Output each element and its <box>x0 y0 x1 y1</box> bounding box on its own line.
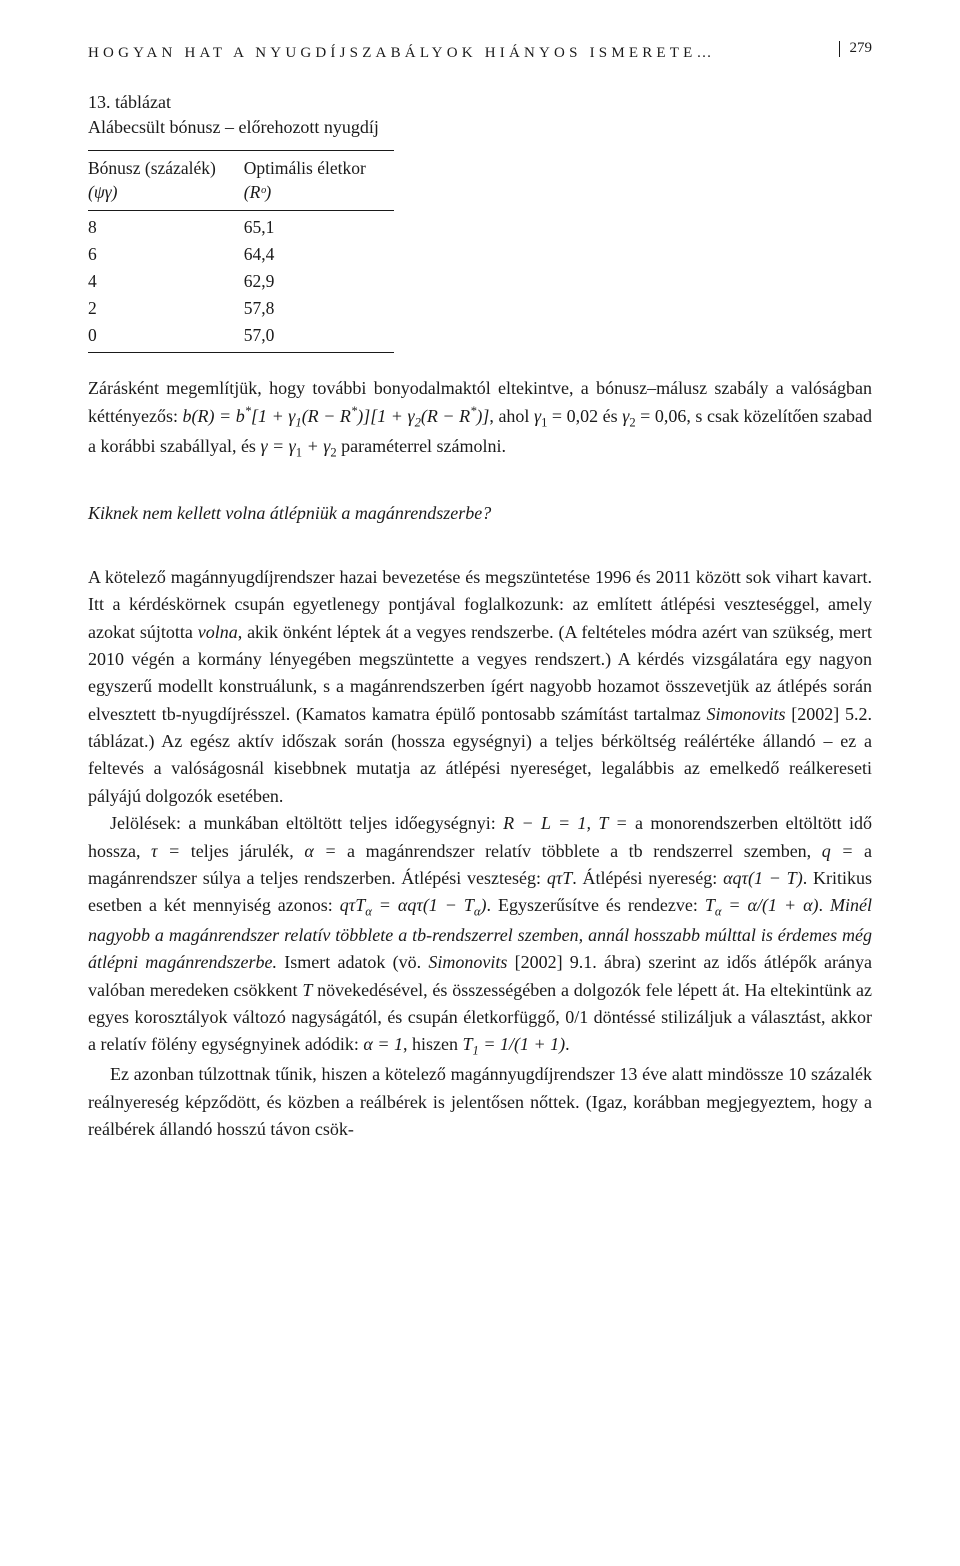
col-header-1: Optimális életkor (Rᵒ) <box>244 150 394 210</box>
paragraph-4: Ez azonban túlzottnak tűnik, hiszen a kö… <box>88 1061 872 1143</box>
cell: 2 <box>88 295 244 322</box>
page-separator <box>839 41 840 57</box>
data-table: Bónusz (százalék) (ψγ) Optimális életkor… <box>88 150 394 353</box>
table-row: 2 57,8 <box>88 295 394 322</box>
table-caption: 13. táblázat Alábecsült bónusz – előreho… <box>88 90 872 140</box>
cell: 57,8 <box>244 295 394 322</box>
page-indicator: 279 <box>829 40 873 57</box>
table-row: 4 62,9 <box>88 268 394 295</box>
table-row: 6 64,4 <box>88 241 394 268</box>
formula: T1 = 1/(1 + 1) <box>463 1034 566 1054</box>
table-row: 0 57,0 <box>88 322 394 353</box>
formula: b(R) = b*[1 + γ1(R − R*)][1 + γ2(R − R*)… <box>183 406 490 426</box>
formula: qτTα = αqτ(1 − Tα) <box>340 895 487 915</box>
cell: 0 <box>88 322 244 353</box>
cell: 65,1 <box>244 211 394 242</box>
paragraph-1: Zárásként megemlítjük, hogy további bony… <box>88 375 872 463</box>
section-question: Kiknek nem kellett volna átlépniük a mag… <box>88 503 872 524</box>
running-header: HOGYAN HAT A NYUGDÍJSZABÁLYOK HIÁNYOS IS… <box>88 40 872 62</box>
paragraph-2: A kötelező magánnyugdíjrendszer hazai be… <box>88 564 872 810</box>
cell: 64,4 <box>244 241 394 268</box>
col-header-0: Bónusz (százalék) (ψγ) <box>88 150 244 210</box>
running-title: HOGYAN HAT A NYUGDÍJSZABÁLYOK HIÁNYOS IS… <box>88 45 716 62</box>
cell: 4 <box>88 268 244 295</box>
table-row: 8 65,1 <box>88 211 394 242</box>
cell: 6 <box>88 241 244 268</box>
page-number: 279 <box>850 40 873 57</box>
cell: 8 <box>88 211 244 242</box>
table-title: Alábecsült bónusz – előrehozott nyugdíj <box>88 117 379 137</box>
cell: 62,9 <box>244 268 394 295</box>
paragraph-3: Jelölések: a munkában eltöltött teljes i… <box>88 810 872 1061</box>
cell: 57,0 <box>244 322 394 353</box>
formula: Tα = α/(1 + α) <box>705 895 819 915</box>
table-number: 13. táblázat <box>88 92 171 112</box>
